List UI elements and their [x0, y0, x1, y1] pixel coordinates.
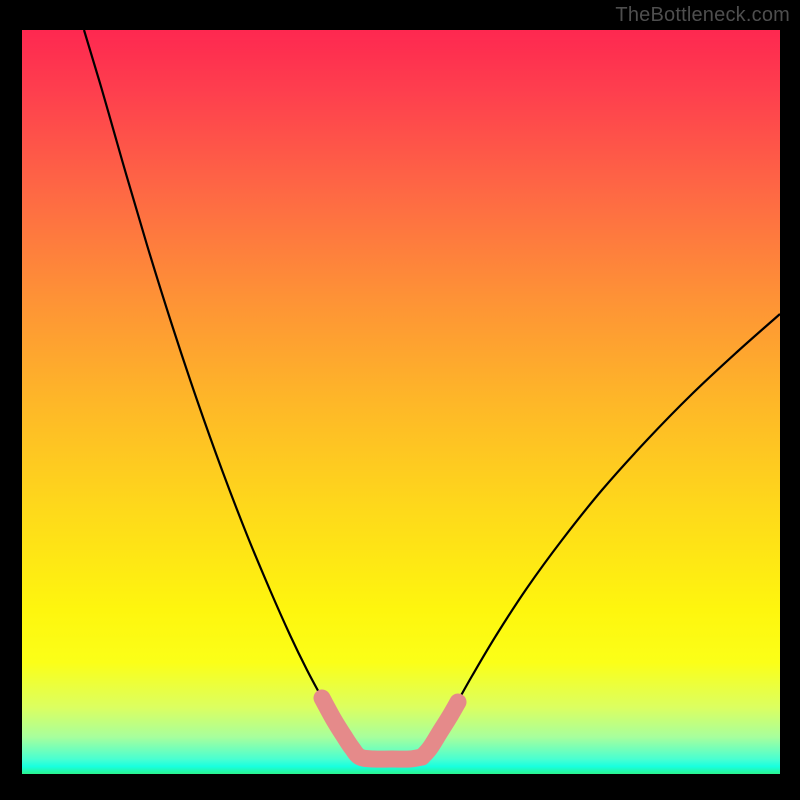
curve-layer: [22, 30, 780, 774]
curve-right-branch: [422, 314, 780, 757]
highlight-segment-1: [422, 702, 458, 757]
highlight-group: [322, 698, 458, 759]
plot-area: [22, 30, 780, 774]
highlight-segment-0: [322, 698, 422, 759]
watermark-text: TheBottleneck.com: [615, 4, 790, 27]
chart-canvas: TheBottleneck.com: [0, 0, 800, 800]
curve-left-branch: [84, 30, 360, 757]
black-curve-group: [84, 30, 780, 757]
